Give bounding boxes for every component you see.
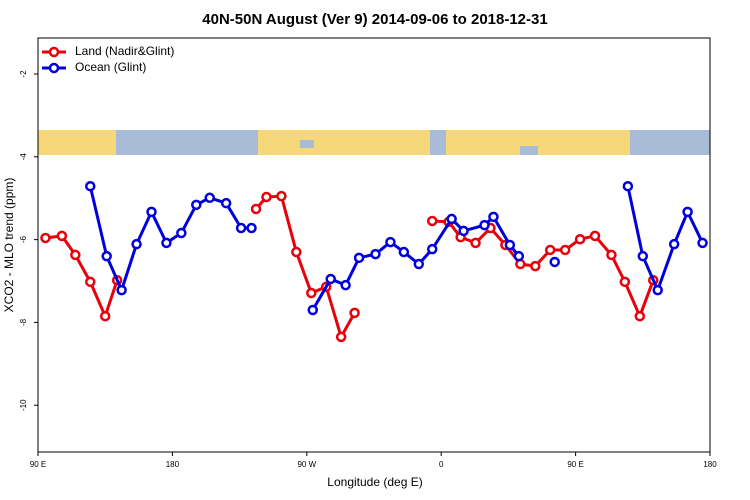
data-point [697, 237, 708, 249]
data-point [307, 304, 319, 316]
data-point [276, 190, 287, 202]
data-point [446, 213, 457, 225]
data-point [291, 246, 302, 258]
data-point [682, 206, 693, 218]
series-line [626, 185, 704, 295]
legend-marker [48, 62, 60, 74]
data-point [161, 237, 172, 249]
data-point [413, 258, 425, 270]
data-point [637, 250, 649, 262]
data-point [191, 199, 202, 211]
data-point [131, 238, 142, 250]
data-point [306, 287, 317, 299]
data-point [56, 230, 68, 242]
x-tick-label: 90 E [567, 460, 583, 469]
data-point [513, 250, 525, 262]
data-point [85, 180, 96, 192]
chart-title: 40N-50N August (Ver 9) 2014-09-06 to 201… [202, 11, 547, 28]
x-axis-label: Longitude (deg E) [327, 475, 422, 489]
data-point [458, 225, 469, 237]
data-point [622, 180, 634, 192]
series-line [254, 194, 356, 341]
data-point [668, 238, 680, 250]
data-point [235, 222, 247, 234]
legend-label: Ocean (Glint) [75, 60, 146, 74]
data-point [340, 279, 351, 291]
data-point [335, 331, 347, 343]
plot-frame [37, 37, 711, 453]
data-point [530, 260, 541, 272]
x-tick-label: 90 E [30, 460, 46, 469]
data-point [250, 203, 262, 215]
data-point [101, 250, 112, 262]
x-tick-label: 180 [166, 460, 180, 469]
series-line [432, 219, 655, 321]
data-point [246, 222, 257, 234]
legend-marker [48, 46, 60, 58]
data-point [574, 233, 586, 245]
data-point [488, 211, 499, 223]
y-tick-label: -8 [19, 318, 28, 326]
data-point [470, 237, 481, 249]
data-point [353, 252, 365, 264]
x-tick-label: 0 [439, 460, 444, 469]
x-tick-label: 180 [703, 460, 717, 469]
data-point [559, 244, 571, 256]
data-point [398, 246, 410, 258]
data-point [544, 244, 556, 256]
data-point [176, 227, 187, 239]
y-tick-label: -4 [19, 153, 28, 161]
data-point [606, 249, 617, 261]
data-point [146, 206, 157, 218]
data-point [116, 284, 127, 296]
y-axis-label: XCO2 - MLO trend (ppm) [2, 178, 16, 313]
data-point [40, 232, 51, 244]
y-tick-label: -6 [19, 236, 28, 244]
data-point [426, 243, 438, 255]
data-point [70, 249, 81, 261]
data-point [204, 192, 215, 204]
data-point [634, 310, 646, 322]
data-point [652, 284, 663, 296]
data-point [504, 239, 516, 251]
data-point [99, 310, 111, 322]
data-point [619, 276, 631, 288]
data-point [589, 230, 601, 242]
data-point [261, 191, 272, 203]
data-point [479, 219, 490, 231]
data-point [220, 197, 232, 209]
data-point [385, 236, 396, 248]
data-point [549, 256, 560, 268]
y-tick-label: -10 [19, 399, 28, 411]
data-point [85, 276, 96, 288]
data-point [370, 248, 381, 260]
data-point [325, 273, 336, 285]
map-strip [38, 130, 710, 155]
data-point [426, 215, 438, 227]
y-tick-label: -2 [19, 70, 28, 78]
x-tick-label: 90 W [297, 460, 316, 469]
legend-label: Land (Nadir&Glint) [75, 44, 174, 58]
data-point [349, 307, 360, 319]
series-line [45, 234, 119, 321]
